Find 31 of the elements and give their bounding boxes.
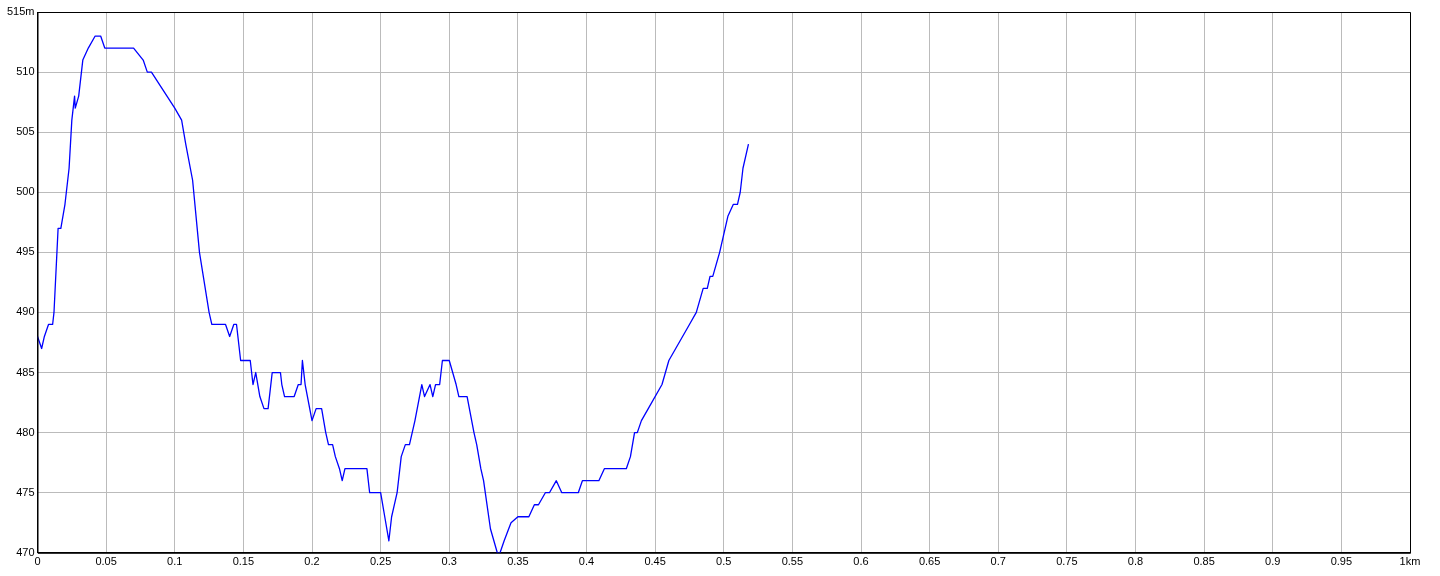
y-tick-label: 510 [16,65,35,78]
y-tick-label: 485 [16,365,35,378]
x-tick-label: 0.9 [1265,555,1281,568]
y-tick-label: 475 [16,485,35,498]
x-tick-label: 0.85 [1193,555,1215,568]
x-tick-label: 0.65 [918,555,941,568]
x-tick-label: 0.7 [990,555,1006,568]
x-tick-label: 0.8 [1127,555,1144,568]
x-tick-label: 0.3 [441,555,457,568]
x-tick-label: 0.5 [716,555,732,568]
x-tick-label: 0.4 [578,555,595,568]
x-tick-label: 0.95 [1330,555,1353,568]
x-tick-label: 0.6 [853,555,869,568]
x-tick-label: 1km [1399,555,1421,568]
y-tick-label: 480 [16,425,35,438]
y-tick-label: 495 [16,245,35,258]
x-tick-label: 0.15 [232,555,255,568]
y-tick-label: 490 [16,305,35,318]
x-tick-label: 0.05 [95,555,117,568]
x-tick-label: 0.35 [507,555,529,568]
y-tick-label: 505 [16,125,35,138]
x-tick-label: 0.45 [644,555,666,568]
x-tick-label: 0.2 [304,555,320,568]
x-tick-label: 0.55 [781,555,804,568]
y-tick-label: 470 [16,545,35,558]
x-tick-label: 0.1 [167,555,183,568]
y-tick-label: 500 [16,185,35,198]
y-tick-label: 515m [6,5,35,18]
x-tick-label: 0.25 [369,555,392,568]
x-tick-label: 0 [34,555,41,568]
x-tick-label: 0.75 [1056,555,1078,568]
